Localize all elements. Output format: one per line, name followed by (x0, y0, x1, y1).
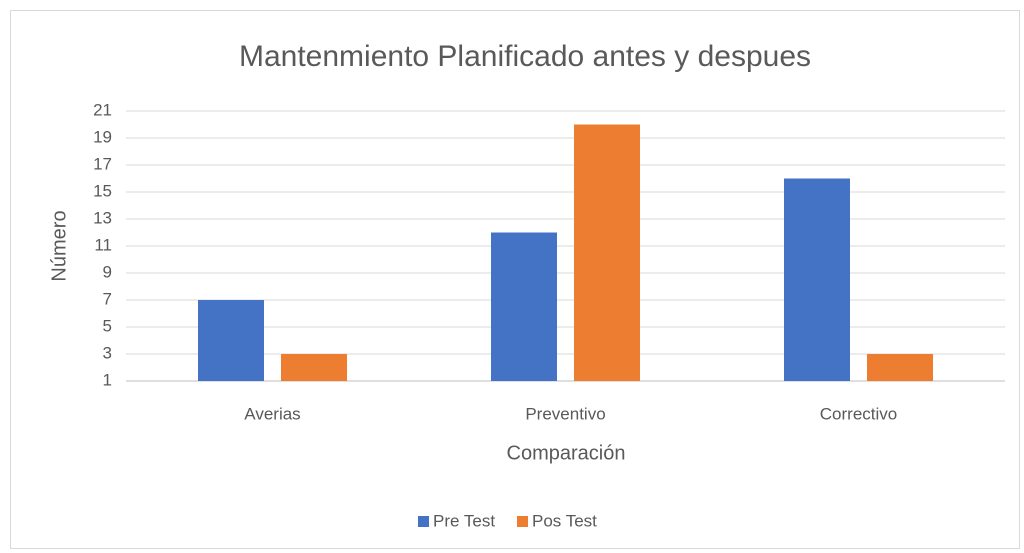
y-tick-label: 7 (103, 289, 112, 308)
bar (867, 354, 933, 381)
y-tick-label: 5 (103, 316, 112, 335)
legend-swatch (418, 516, 429, 527)
y-tick-label: 17 (93, 154, 112, 173)
bar (491, 232, 557, 381)
y-tick-label: 21 (93, 100, 112, 119)
legend-label: Pos Test (532, 511, 597, 530)
x-tick-label: Averias (244, 404, 300, 423)
x-tick-label: Preventivo (525, 404, 605, 423)
bar (574, 124, 640, 381)
y-tick-label: 1 (103, 370, 112, 389)
chart-title: Mantenmiento Planificado antes y despues (239, 40, 811, 73)
y-tick-label: 15 (93, 181, 112, 200)
y-axis-label: Número (48, 210, 70, 281)
y-tick-label: 13 (93, 208, 112, 227)
x-axis-label: Comparación (507, 442, 626, 464)
bar (784, 178, 850, 381)
y-tick-label: 9 (103, 262, 112, 281)
bar (198, 300, 264, 381)
x-tick-label: Correctivo (820, 404, 897, 423)
legend-swatch (517, 516, 528, 527)
y-tick-label: 3 (103, 343, 112, 362)
y-tick-label: 11 (94, 235, 112, 254)
bar (281, 354, 347, 381)
y-tick-label: 19 (93, 127, 112, 146)
legend-label: Pre Test (433, 511, 495, 530)
